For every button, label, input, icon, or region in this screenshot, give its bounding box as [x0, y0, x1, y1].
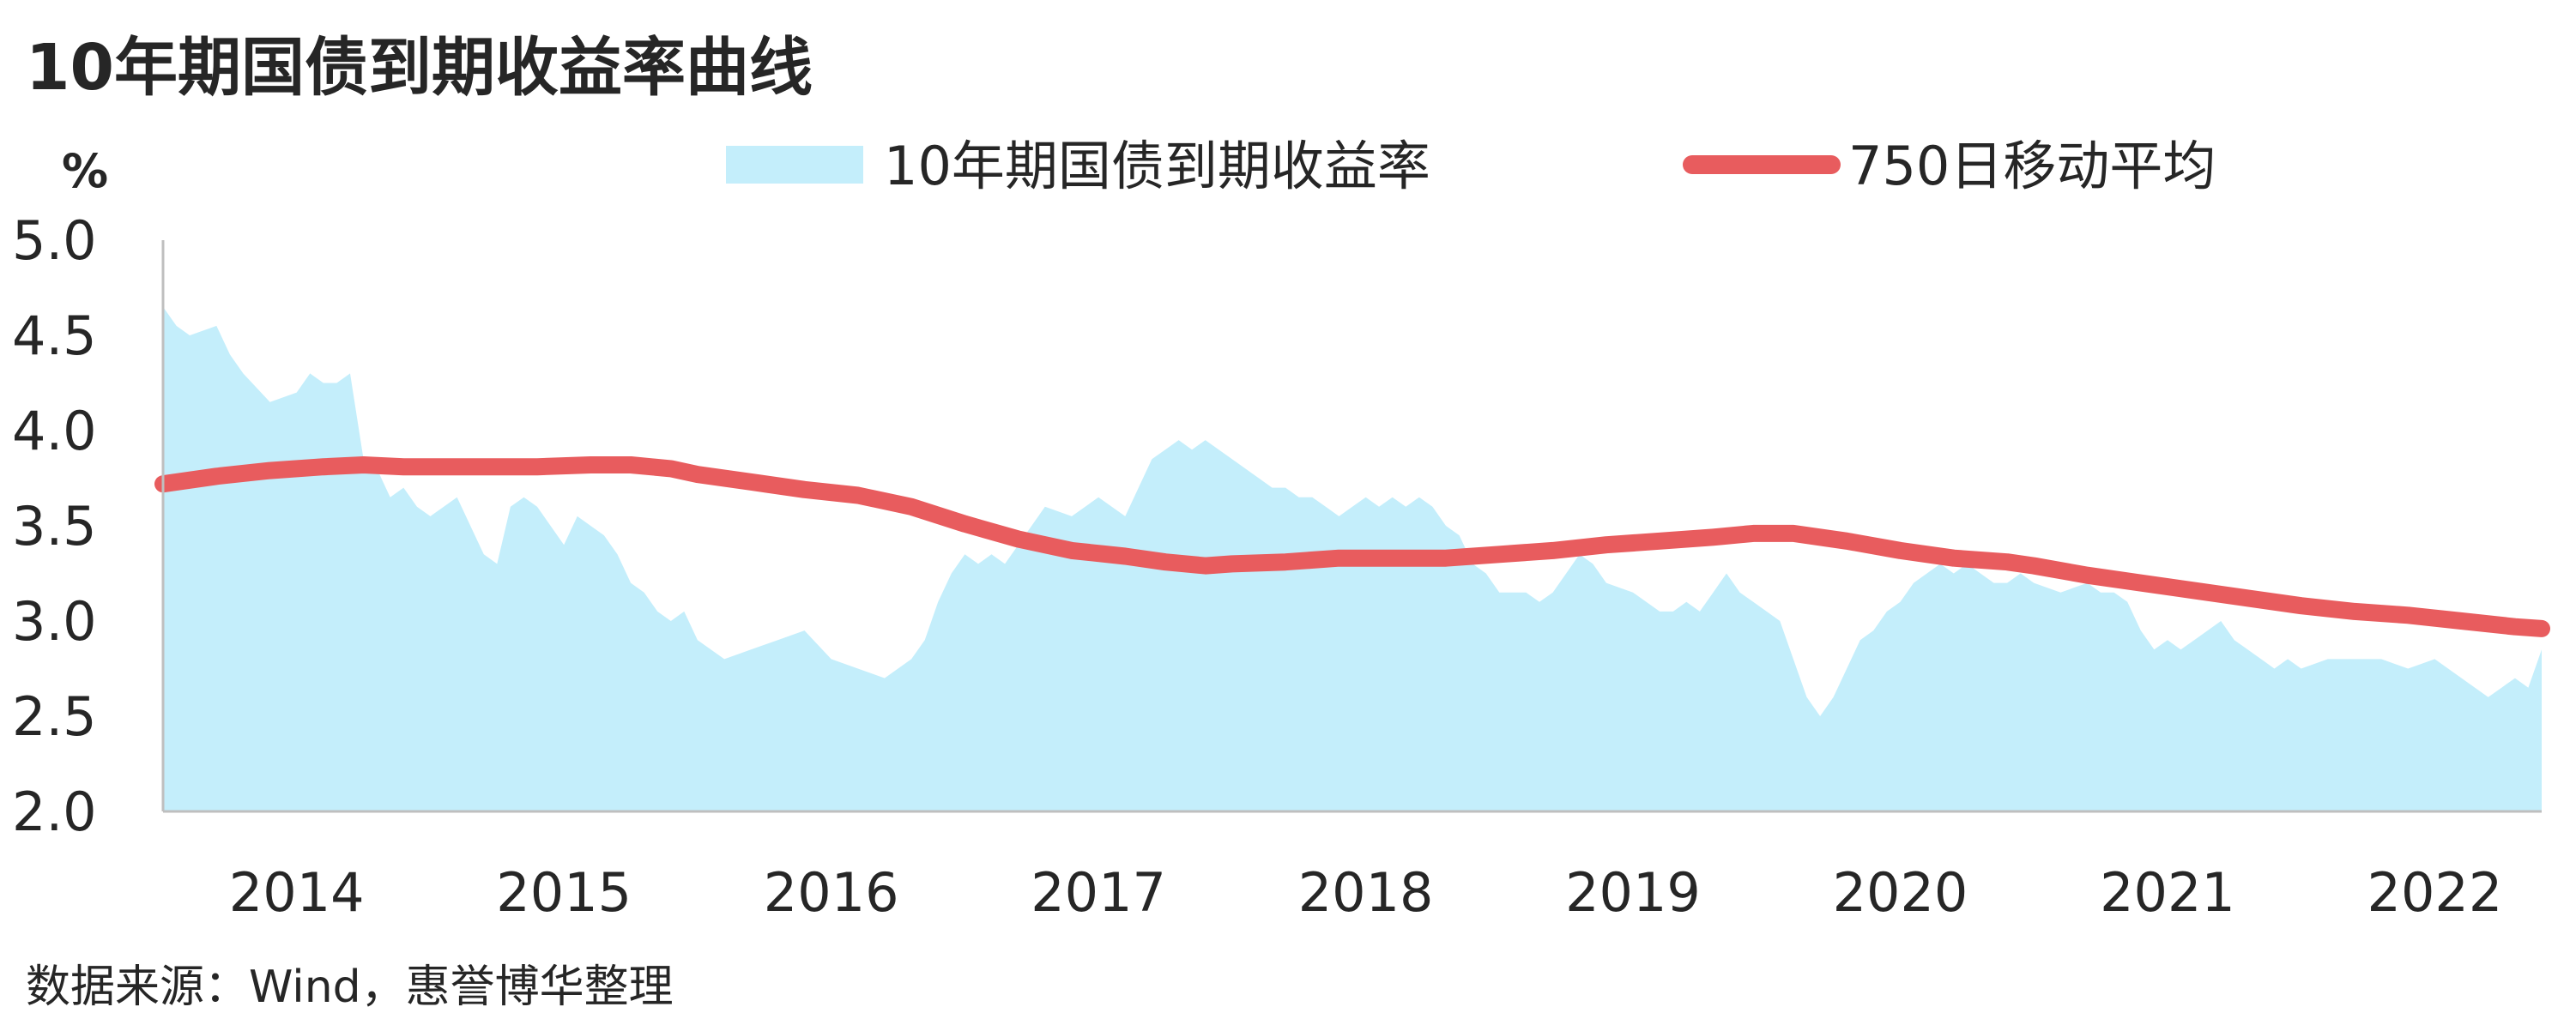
source-note: 数据来源：Wind，惠誉博华整理 [26, 962, 674, 1013]
x-tick-label: 2014 [229, 861, 365, 924]
y-tick-label: 4.5 [12, 304, 97, 367]
legend-label-ma: 750日移动平均 [1848, 135, 2216, 197]
x-tick-label: 2020 [1833, 861, 1968, 924]
series-line-ma [154, 456, 2550, 637]
x-tick-label: 2016 [764, 861, 899, 924]
x-tick-label: 2018 [1298, 861, 1434, 924]
legend-swatch-yield [726, 146, 863, 184]
x-tick-label: 2021 [2100, 861, 2235, 924]
x-tick-label: 2017 [1031, 861, 1166, 924]
y-tick-label: 2.5 [12, 685, 97, 748]
x-tick-label: 2015 [496, 861, 632, 924]
chart-title: 10年期国债到期收益率曲线 [26, 31, 813, 105]
y-axis-unit: % [62, 144, 108, 198]
y-tick-label: 5.0 [12, 209, 97, 272]
x-axis-ticks: 2014 2015 2016 2017 2018 2019 2020 2021 2022 [229, 861, 2502, 924]
y-tick-label: 3.0 [12, 590, 97, 653]
legend-label-yield: 10年期国债到期收益率 [884, 135, 1430, 197]
y-tick-label: 2.0 [12, 781, 97, 843]
plot-area [154, 240, 2550, 813]
legend: 10年期国债到期收益率 750日移动平均 [726, 135, 2216, 197]
y-axis-ticks: 5.0 4.5 4.0 3.5 3.0 2.5 2.0 [12, 209, 97, 843]
y-tick-label: 4.0 [12, 400, 97, 462]
x-tick-label: 2019 [1565, 861, 1701, 924]
x-tick-label: 2022 [2367, 861, 2503, 924]
y-tick-label: 3.5 [12, 495, 97, 558]
